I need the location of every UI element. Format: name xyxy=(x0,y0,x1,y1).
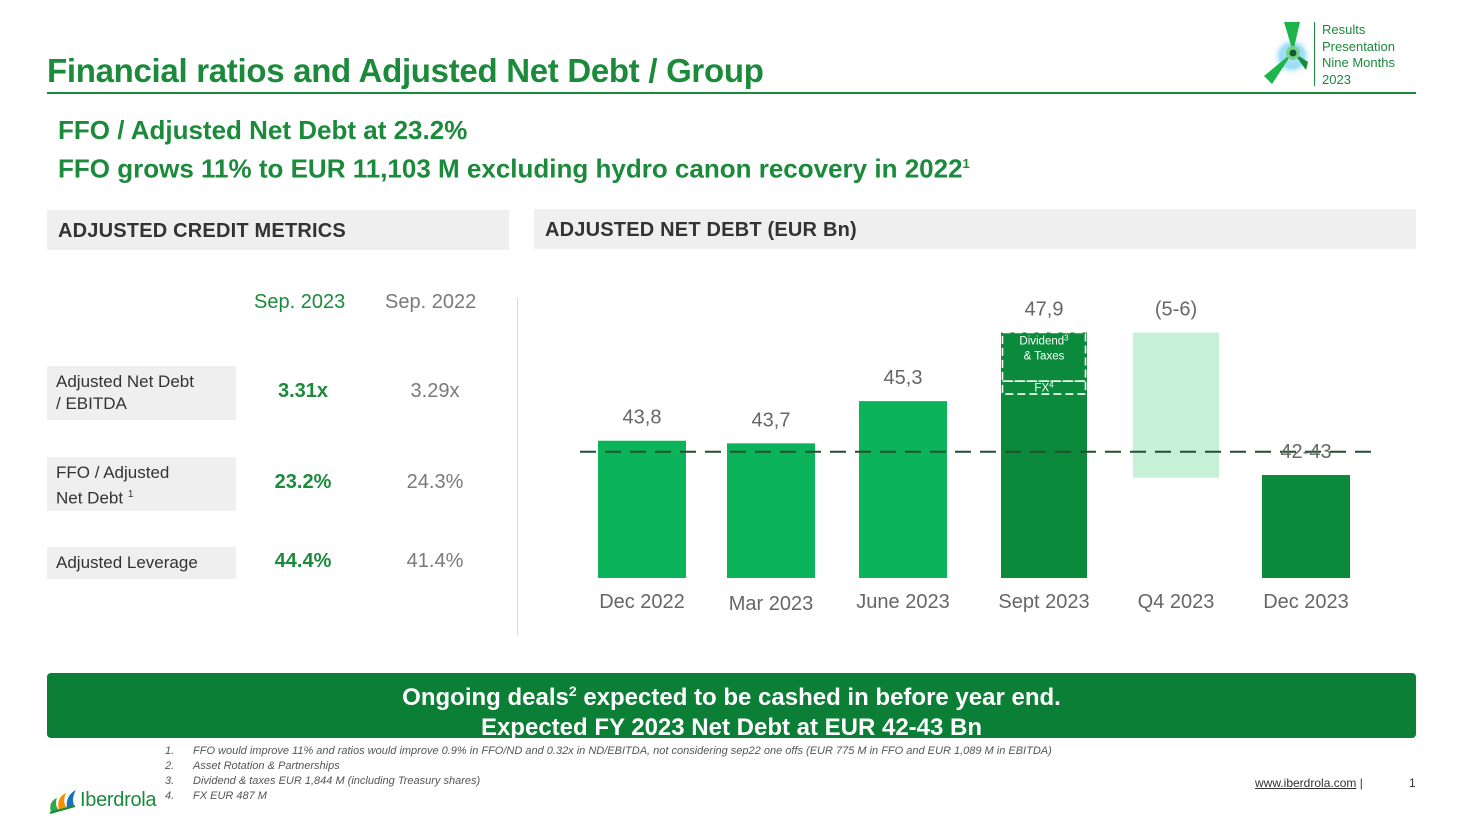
results-emblem-icon xyxy=(1264,22,1312,84)
footnote: 3. Dividend & taxes EUR 1,844 M (includin… xyxy=(165,774,1052,789)
category-label: Dec 2022 xyxy=(599,591,685,613)
subheading-line2-text: FFO grows 11% to EUR 11,103 M excluding … xyxy=(58,153,963,184)
value-label: 42-43 xyxy=(1280,441,1331,463)
brand-line: Results xyxy=(1322,22,1366,37)
footnote-ref: 1 xyxy=(127,489,134,500)
sept-segment-label: & Taxes xyxy=(1024,350,1065,362)
footnote: 1. FFO would improve 11% and ratios would… xyxy=(165,744,1052,759)
bar-1 xyxy=(598,440,686,578)
metric-label-line: FFO / Adjusted xyxy=(56,463,170,482)
bar-2 xyxy=(727,443,815,578)
metric-label-leverage: Adjusted Leverage xyxy=(47,547,236,579)
brand-line: 2023 xyxy=(1322,71,1351,87)
category-label: Mar 2023 xyxy=(729,593,814,615)
value-label: 43,8 xyxy=(623,407,662,429)
website-link[interactable]: www.iberdrola.com xyxy=(1255,776,1357,790)
footnote-text: FX EUR 487 M xyxy=(193,790,267,802)
footer-separator: | xyxy=(1359,776,1363,790)
metric-label-line: Adjusted Net Debt xyxy=(56,372,194,391)
banner-line1: Ongoing deals2 expected to be cashed in … xyxy=(47,676,1416,713)
page-title: Financial ratios and Adjusted Net Debt /… xyxy=(47,52,764,89)
metric-label-line: / EBITDA xyxy=(56,394,127,413)
value-label: 45,3 xyxy=(884,367,923,389)
banner-line2: Expected FY 2023 Net Debt at EUR 42-43 B… xyxy=(480,714,983,741)
panel-divider xyxy=(517,298,518,635)
brand-text: Results Presentation Nine Months 2023 xyxy=(1322,22,1395,88)
company-name: Iberdrola xyxy=(80,789,157,811)
value-label: (5-6) xyxy=(1155,298,1197,320)
footnote-text: FFO would improve 11% and ratios would i… xyxy=(193,745,1052,757)
sept-segment-label: Dividend3 xyxy=(1019,333,1069,347)
metric-previous-leverage: 41.4% xyxy=(406,550,464,572)
metric-current-nd-ebitda: 3.31x xyxy=(277,380,329,402)
title-rule xyxy=(47,92,1416,94)
footnote-number: 2. xyxy=(165,760,175,772)
brand-line: Nine Months xyxy=(1322,55,1395,70)
metric-label-text: Net Debt xyxy=(56,488,128,508)
net-debt-header: ADJUSTED NET DEBT (EUR Bn) xyxy=(534,209,1416,249)
brand-separator xyxy=(1314,22,1315,86)
bar-4 xyxy=(1001,332,1087,578)
footnote-number: 1. xyxy=(165,745,175,757)
subheading-line1: FFO / Adjusted Net Debt at 23.2% xyxy=(58,115,468,145)
banner-text: expected to be cashed in before year end… xyxy=(576,684,1061,711)
value-label: 43,7 xyxy=(752,409,791,431)
credit-metrics-header: ADJUSTED CREDIT METRICS xyxy=(47,210,509,250)
brand-line: Presentation xyxy=(1322,38,1395,54)
bar-6 xyxy=(1262,475,1350,578)
metric-previous-ffo-nd: 24.3% xyxy=(406,471,464,493)
metric-label-nd-ebitda: Adjusted Net Debt / EBITDA xyxy=(47,366,236,420)
value-label: 47,9 xyxy=(1025,298,1064,320)
bar-5 xyxy=(1133,332,1219,478)
category-label: Dec 2023 xyxy=(1263,591,1349,613)
metric-label-line: Net Debt 1 xyxy=(56,484,227,510)
iberdrola-flame-icon xyxy=(49,790,76,814)
footnote: 4. FX EUR 487 M xyxy=(165,789,1052,804)
metric-previous-nd-ebitda: 3.29x xyxy=(410,380,460,402)
footnote-number: 3. xyxy=(165,775,175,787)
footnotes: 1. FFO would improve 11% and ratios would… xyxy=(165,744,1052,804)
metric-label-ffo-nd: FFO / Adjusted Net Debt 1 xyxy=(47,457,236,511)
bar-3 xyxy=(859,401,947,578)
metric-label-line: Adjusted Leverage xyxy=(56,553,198,572)
footnote-ref: 1 xyxy=(962,156,970,171)
metric-current-leverage: 44.4% xyxy=(274,550,332,572)
footnote-text: Dividend & taxes EUR 1,844 M (including … xyxy=(193,775,481,787)
category-label: June 2023 xyxy=(856,591,949,613)
col-head-previous: Sep. 2022 xyxy=(385,291,477,313)
category-label: Sept 2023 xyxy=(998,591,1089,613)
col-head-current: Sep. 2023 xyxy=(254,291,346,313)
footnote-ref: 2 xyxy=(568,683,577,699)
category-label: Q4 2023 xyxy=(1138,591,1215,613)
subheading: FFO / Adjusted Net Debt at 23.2% FFO gro… xyxy=(58,114,970,186)
company-logo: Iberdrola xyxy=(47,786,167,814)
footnote-number: 4. xyxy=(165,790,175,802)
sept-segment-2 xyxy=(1001,380,1087,395)
footnote-text: Asset Rotation & Partnerships xyxy=(193,760,340,772)
footer-url-area: www.iberdrola.com | xyxy=(1255,776,1363,790)
subheading-line2: FFO grows 11% to EUR 11,103 M excluding … xyxy=(58,147,970,186)
metric-current-ffo-nd: 23.2% xyxy=(274,471,332,493)
page-number: 1 xyxy=(1409,776,1416,790)
banner-text: Ongoing deals xyxy=(402,684,569,711)
footnote: 2. Asset Rotation & Partnerships xyxy=(165,759,1052,774)
results-brand: Results Presentation Nine Months 2023 xyxy=(1262,20,1422,90)
outlook-banner: Ongoing deals2 expected to be cashed in … xyxy=(47,673,1416,741)
